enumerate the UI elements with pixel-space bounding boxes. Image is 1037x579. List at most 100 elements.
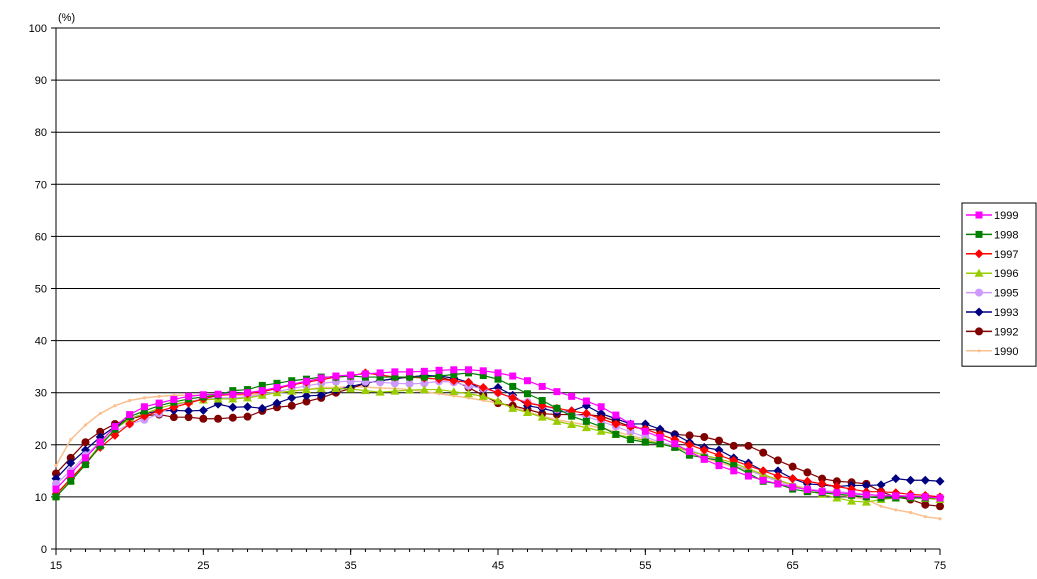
data-point bbox=[818, 488, 826, 496]
data-point bbox=[655, 424, 665, 434]
legend-label: 1999 bbox=[994, 210, 1018, 222]
x-tick-label: 35 bbox=[345, 560, 357, 572]
y-tick-label: 40 bbox=[35, 336, 47, 348]
data-point bbox=[52, 485, 60, 493]
data-point bbox=[198, 405, 208, 415]
data-point bbox=[832, 481, 842, 491]
data-point bbox=[391, 368, 399, 376]
data-point bbox=[817, 479, 827, 489]
data-point bbox=[714, 445, 724, 455]
data-point bbox=[449, 376, 459, 386]
data-point bbox=[157, 394, 161, 398]
data-point bbox=[923, 515, 927, 519]
data-point bbox=[876, 480, 886, 490]
data-point bbox=[568, 412, 576, 420]
data-point bbox=[788, 474, 798, 484]
data-point bbox=[894, 508, 898, 512]
data-point bbox=[908, 510, 913, 515]
data-point bbox=[420, 379, 429, 388]
data-point bbox=[258, 381, 266, 389]
data-point bbox=[184, 406, 194, 416]
data-point bbox=[523, 390, 531, 398]
data-point bbox=[390, 386, 400, 395]
data-point bbox=[582, 417, 590, 425]
data-point bbox=[361, 370, 369, 378]
data-point bbox=[360, 386, 370, 395]
data-point bbox=[214, 414, 223, 423]
data-point bbox=[936, 494, 944, 502]
data-point bbox=[612, 411, 620, 419]
data-point bbox=[744, 472, 752, 480]
data-point bbox=[641, 427, 649, 435]
data-point bbox=[773, 466, 783, 476]
data-point bbox=[494, 375, 502, 383]
data-point bbox=[113, 404, 117, 408]
data-point bbox=[243, 412, 252, 421]
data-point bbox=[596, 414, 606, 424]
data-point bbox=[686, 451, 694, 459]
legend: 1999 1998 1997 1996 1995 1993 1992 1990 bbox=[961, 202, 1037, 367]
data-point bbox=[406, 373, 414, 381]
data-point bbox=[464, 389, 474, 398]
x-tick-label: 55 bbox=[639, 560, 651, 572]
data-point bbox=[199, 414, 208, 423]
legend-label: 1995 bbox=[994, 288, 1018, 300]
data-point bbox=[833, 489, 841, 497]
data-point bbox=[907, 492, 915, 500]
data-point bbox=[538, 397, 546, 405]
y-tick-label: 100 bbox=[29, 23, 47, 35]
data-point bbox=[420, 373, 428, 381]
data-point bbox=[347, 371, 355, 379]
data-point bbox=[419, 385, 429, 394]
data-point bbox=[66, 458, 76, 468]
data-point bbox=[52, 469, 60, 478]
data-point bbox=[892, 492, 900, 500]
data-point bbox=[743, 461, 753, 471]
data-point bbox=[627, 420, 635, 428]
y-tick-label: 80 bbox=[35, 127, 47, 139]
data-point bbox=[66, 453, 75, 462]
data-point bbox=[715, 462, 723, 470]
data-point bbox=[877, 491, 885, 499]
data-point bbox=[83, 423, 88, 427]
data-point bbox=[243, 402, 253, 412]
data-point bbox=[730, 467, 738, 475]
data-point bbox=[301, 385, 311, 394]
data-point bbox=[96, 427, 105, 436]
data-point bbox=[301, 391, 311, 401]
data-point bbox=[788, 462, 797, 471]
data-point bbox=[509, 372, 517, 380]
legend-entry-1997: 1997 bbox=[966, 249, 1018, 261]
data-point bbox=[509, 382, 517, 390]
x-tick-label: 75 bbox=[934, 560, 946, 572]
data-point bbox=[699, 445, 709, 455]
data-point bbox=[331, 384, 341, 393]
data-point bbox=[685, 440, 695, 450]
data-point bbox=[803, 468, 812, 477]
data-point bbox=[316, 390, 326, 400]
data-point bbox=[715, 436, 723, 445]
data-point bbox=[228, 402, 238, 412]
data-point bbox=[449, 387, 459, 396]
data-point bbox=[581, 409, 591, 419]
data-point bbox=[802, 476, 812, 486]
legend-label: 1992 bbox=[994, 326, 1018, 338]
data-point bbox=[641, 438, 649, 446]
data-point bbox=[773, 471, 783, 481]
data-point bbox=[140, 407, 148, 415]
data-point bbox=[229, 387, 237, 395]
data-point bbox=[581, 423, 591, 432]
legend-entry-1993: 1993 bbox=[966, 307, 1018, 319]
data-point bbox=[626, 427, 635, 436]
data-point bbox=[128, 398, 132, 403]
data-point bbox=[273, 383, 281, 391]
data-point bbox=[435, 366, 443, 374]
data-point bbox=[257, 403, 267, 413]
data-point bbox=[938, 517, 942, 521]
data-point bbox=[288, 377, 296, 385]
data-point bbox=[686, 448, 694, 456]
data-point bbox=[861, 480, 871, 490]
data-point bbox=[920, 475, 930, 485]
data-point bbox=[508, 393, 518, 403]
